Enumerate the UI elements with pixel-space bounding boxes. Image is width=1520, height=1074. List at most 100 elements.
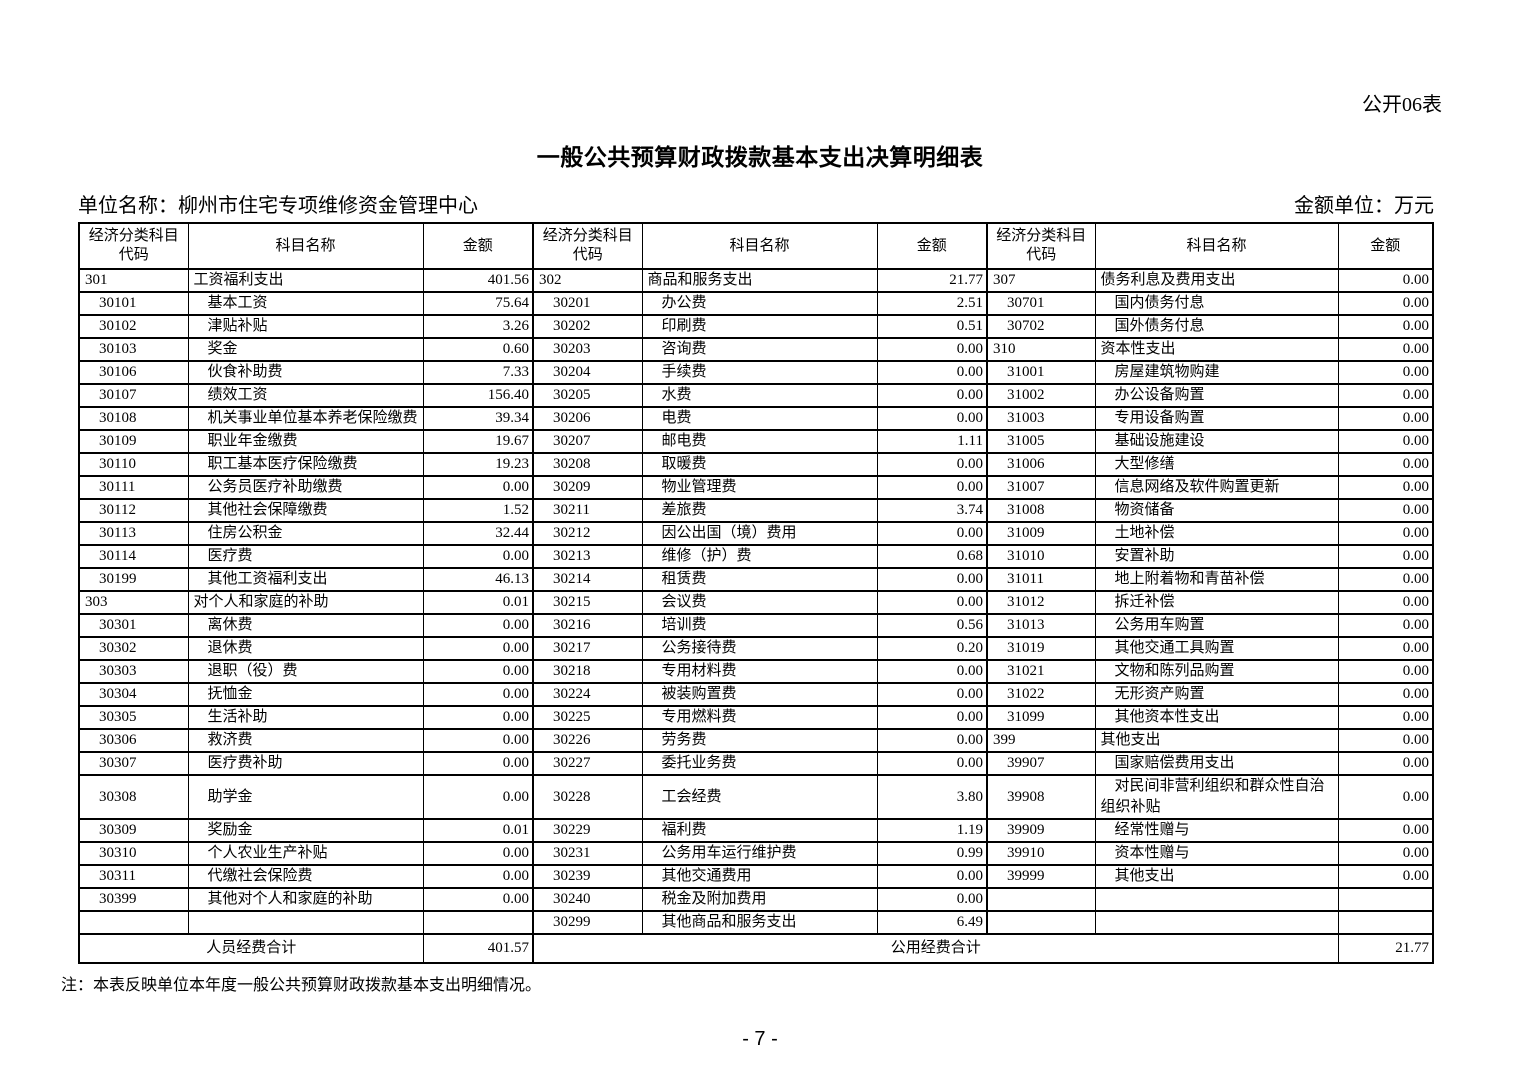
code-cell: 31001: [986, 360, 1096, 385]
name-cell: 维修（护）费: [641, 544, 878, 569]
code-cell: 31002: [986, 383, 1096, 408]
header-code-col1: 经济分类科目代码: [78, 222, 189, 270]
code-cell: 30216: [532, 613, 643, 638]
code-cell: 30301: [78, 613, 189, 638]
header-amount-col2: 金额: [876, 222, 988, 270]
amount-cell: 0.00: [1337, 360, 1434, 385]
name-cell: 咨询费: [641, 337, 878, 362]
code-cell: 31022: [986, 682, 1096, 707]
amount-cell: 0.00: [1337, 314, 1434, 339]
table-row: 30307 医疗费补助 0.00 30227 委托业务费 0.00 39907 国家赔偿费用支…: [78, 751, 1434, 776]
public-total-amount: 21.77: [1337, 933, 1434, 964]
name-cell: 房屋建筑物购建: [1094, 360, 1339, 385]
name-cell: 医疗费补助: [187, 751, 424, 776]
code-cell: 39910: [986, 841, 1096, 866]
code-cell: 30239: [532, 864, 643, 889]
code-cell: 30209: [532, 475, 643, 500]
amount-cell: 0.00: [1337, 475, 1434, 500]
code-cell: 31010: [986, 544, 1096, 569]
code-cell: 30310: [78, 841, 189, 866]
amount-cell: 0.00: [422, 841, 534, 866]
code-cell: 39909: [986, 818, 1096, 843]
amount-cell: 0.00: [1337, 659, 1434, 684]
table-row: 30302 退休费 0.00 30217 公务接待费 0.20 31019 其他交通工具购置 0…: [78, 636, 1434, 661]
name-cell: 其他商品和服务支出: [641, 910, 878, 935]
code-cell: 31099: [986, 705, 1096, 730]
amount-cell: 3.26: [422, 314, 534, 339]
amount-cell: 0.00: [422, 659, 534, 684]
header-amount-col1: 金额: [422, 222, 534, 270]
name-cell: 手续费: [641, 360, 878, 385]
name-cell: 代缴社会保险费: [187, 864, 424, 889]
name-cell: 其他交通费用: [641, 864, 878, 889]
name-cell: 其他社会保障缴费: [187, 498, 424, 523]
name-cell: 邮电费: [641, 429, 878, 454]
name-cell: 伙食补助费: [187, 360, 424, 385]
amount-cell: 156.40: [422, 383, 534, 408]
code-cell: 303: [78, 590, 189, 615]
name-cell: 国内债务付息: [1094, 291, 1339, 316]
amount-cell: 0.00: [876, 887, 988, 912]
name-cell: 公务用车运行维护费: [641, 841, 878, 866]
code-cell: 30206: [532, 406, 643, 431]
form-number-label: 公开06表: [1362, 94, 1442, 116]
code-cell: 30307: [78, 751, 189, 776]
amount-cell: 1.19: [876, 818, 988, 843]
name-cell: 信息网络及软件购置更新: [1094, 475, 1339, 500]
amount-cell: 0.00: [876, 337, 988, 362]
name-cell: 安置补助: [1094, 544, 1339, 569]
table-body: 301 工资福利支出 401.56 302 商品和服务支出 21.77 307 债务利息及费用…: [78, 268, 1434, 935]
code-cell: 39908: [986, 774, 1096, 820]
name-cell: [1094, 910, 1339, 935]
unit-name-label: 单位名称：柳州市住宅专项维修资金管理中心: [78, 195, 478, 217]
amount-cell: 21.77: [876, 268, 988, 293]
amount-cell: 0.00: [1337, 452, 1434, 477]
amount-cell: 0.00: [1337, 613, 1434, 638]
amount-cell: 0.00: [422, 682, 534, 707]
amount-cell: 2.51: [876, 291, 988, 316]
amount-cell: 0.00: [1337, 682, 1434, 707]
name-cell: 公务用车购置: [1094, 613, 1339, 638]
name-cell: 绩效工资: [187, 383, 424, 408]
amount-cell: 75.64: [422, 291, 534, 316]
code-cell: 30208: [532, 452, 643, 477]
name-cell: 住房公积金: [187, 521, 424, 546]
personnel-total-label: 人员经费合计: [78, 933, 424, 964]
amount-cell: 0.00: [1337, 728, 1434, 753]
name-cell: 拆迁补偿: [1094, 590, 1339, 615]
name-cell: 对民间非营利组织和群众性自治组织补贴: [1094, 774, 1339, 820]
code-cell: 31009: [986, 521, 1096, 546]
table-row: 30103 奖金 0.60 30203 咨询费 0.00 310 资本性支出 0.00: [78, 337, 1434, 362]
amount-cell: 0.00: [876, 567, 988, 592]
header-amount-col3: 金额: [1337, 222, 1434, 270]
amount-cell: 0.00: [1337, 291, 1434, 316]
amount-cell: 0.60: [422, 337, 534, 362]
table-row: 30113 住房公积金 32.44 30212 因公出国（境）费用 0.00 31009 土地…: [78, 521, 1434, 546]
amount-unit-label: 金额单位：万元: [1294, 195, 1434, 217]
name-cell: 救济费: [187, 728, 424, 753]
amount-cell: 0.00: [1337, 636, 1434, 661]
code-cell: 30114: [78, 544, 189, 569]
code-cell: 30103: [78, 337, 189, 362]
table-row: 30102 津贴补贴 3.26 30202 印刷费 0.51 30702 国外债务付息 0.00: [78, 314, 1434, 339]
code-cell: 31007: [986, 475, 1096, 500]
table-row: 30114 医疗费 0.00 30213 维修（护）费 0.68 31010 安置补助 0.00: [78, 544, 1434, 569]
code-cell: 31011: [986, 567, 1096, 592]
amount-cell: 401.56: [422, 268, 534, 293]
amount-cell: 0.00: [876, 659, 988, 684]
code-cell: 30228: [532, 774, 643, 820]
amount-cell: 3.80: [876, 774, 988, 820]
amount-cell: 0.00: [876, 728, 988, 753]
name-cell: 专用材料费: [641, 659, 878, 684]
code-cell: 301: [78, 268, 189, 293]
code-cell: 30113: [78, 521, 189, 546]
code-cell: 30212: [532, 521, 643, 546]
amount-cell: 0.51: [876, 314, 988, 339]
name-cell: 资本性支出: [1094, 337, 1339, 362]
code-cell: 30213: [532, 544, 643, 569]
amount-cell: 0.00: [1337, 544, 1434, 569]
amount-cell: 0.01: [422, 818, 534, 843]
name-cell: 公务员医疗补助缴费: [187, 475, 424, 500]
name-cell: 津贴补贴: [187, 314, 424, 339]
name-cell: 其他交通工具购置: [1094, 636, 1339, 661]
